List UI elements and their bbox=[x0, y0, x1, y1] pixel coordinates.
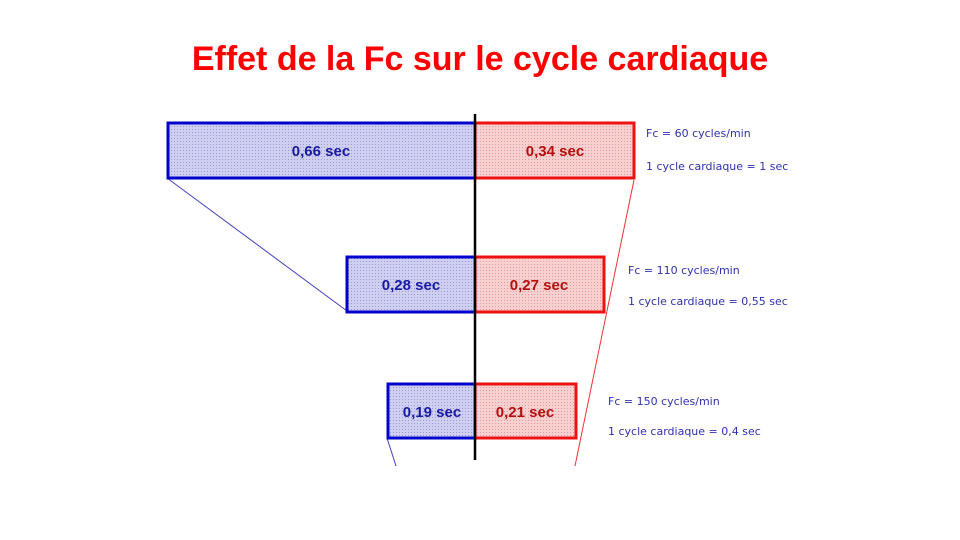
systole-bar bbox=[473, 382, 578, 440]
cycle-row-3: 0,19 sec 0,21 sec Fc = 150 cycles/min 1 … bbox=[386, 382, 761, 440]
slide-title: Effet de la Fc sur le cycle cardiaque bbox=[191, 40, 769, 78]
diastole-duration: 0,19 sec bbox=[403, 404, 461, 421]
diastole-bar bbox=[166, 121, 477, 180]
cycle-duration-note: 1 cycle cardiaque = 0,55 sec bbox=[628, 295, 788, 308]
systole-duration: 0,34 sec bbox=[526, 143, 584, 160]
diastole-bar bbox=[345, 255, 477, 314]
systole-duration: 0,27 sec bbox=[510, 277, 568, 294]
heart-rate-note: Fc = 110 cycles/min bbox=[628, 264, 740, 277]
diastole-duration: 0,66 sec bbox=[292, 143, 350, 160]
left-perspective-line-lower bbox=[386, 437, 397, 467]
diastole-bar bbox=[386, 382, 477, 440]
cycle-duration-note: 1 cycle cardiaque = 1 sec bbox=[646, 160, 788, 173]
left-perspective-line-upper bbox=[166, 177, 348, 312]
right-perspective-line bbox=[574, 179, 635, 467]
systole-duration: 0,21 sec bbox=[496, 404, 554, 421]
diastole-duration: 0,28 sec bbox=[382, 277, 440, 294]
heart-rate-note: Fc = 150 cycles/min bbox=[608, 395, 720, 408]
heart-rate-note: Fc = 60 cycles/min bbox=[646, 127, 751, 140]
systole-bar bbox=[473, 121, 636, 180]
cycle-row-2: 0,28 sec 0,27 sec Fc = 110 cycles/min 1 … bbox=[345, 255, 788, 314]
systole-bar bbox=[473, 255, 606, 314]
cycle-duration-note: 1 cycle cardiaque = 0,4 sec bbox=[608, 425, 761, 438]
cycle-row-1: 0,66 sec 0,34 sec Fc = 60 cycles/min 1 c… bbox=[166, 121, 788, 180]
